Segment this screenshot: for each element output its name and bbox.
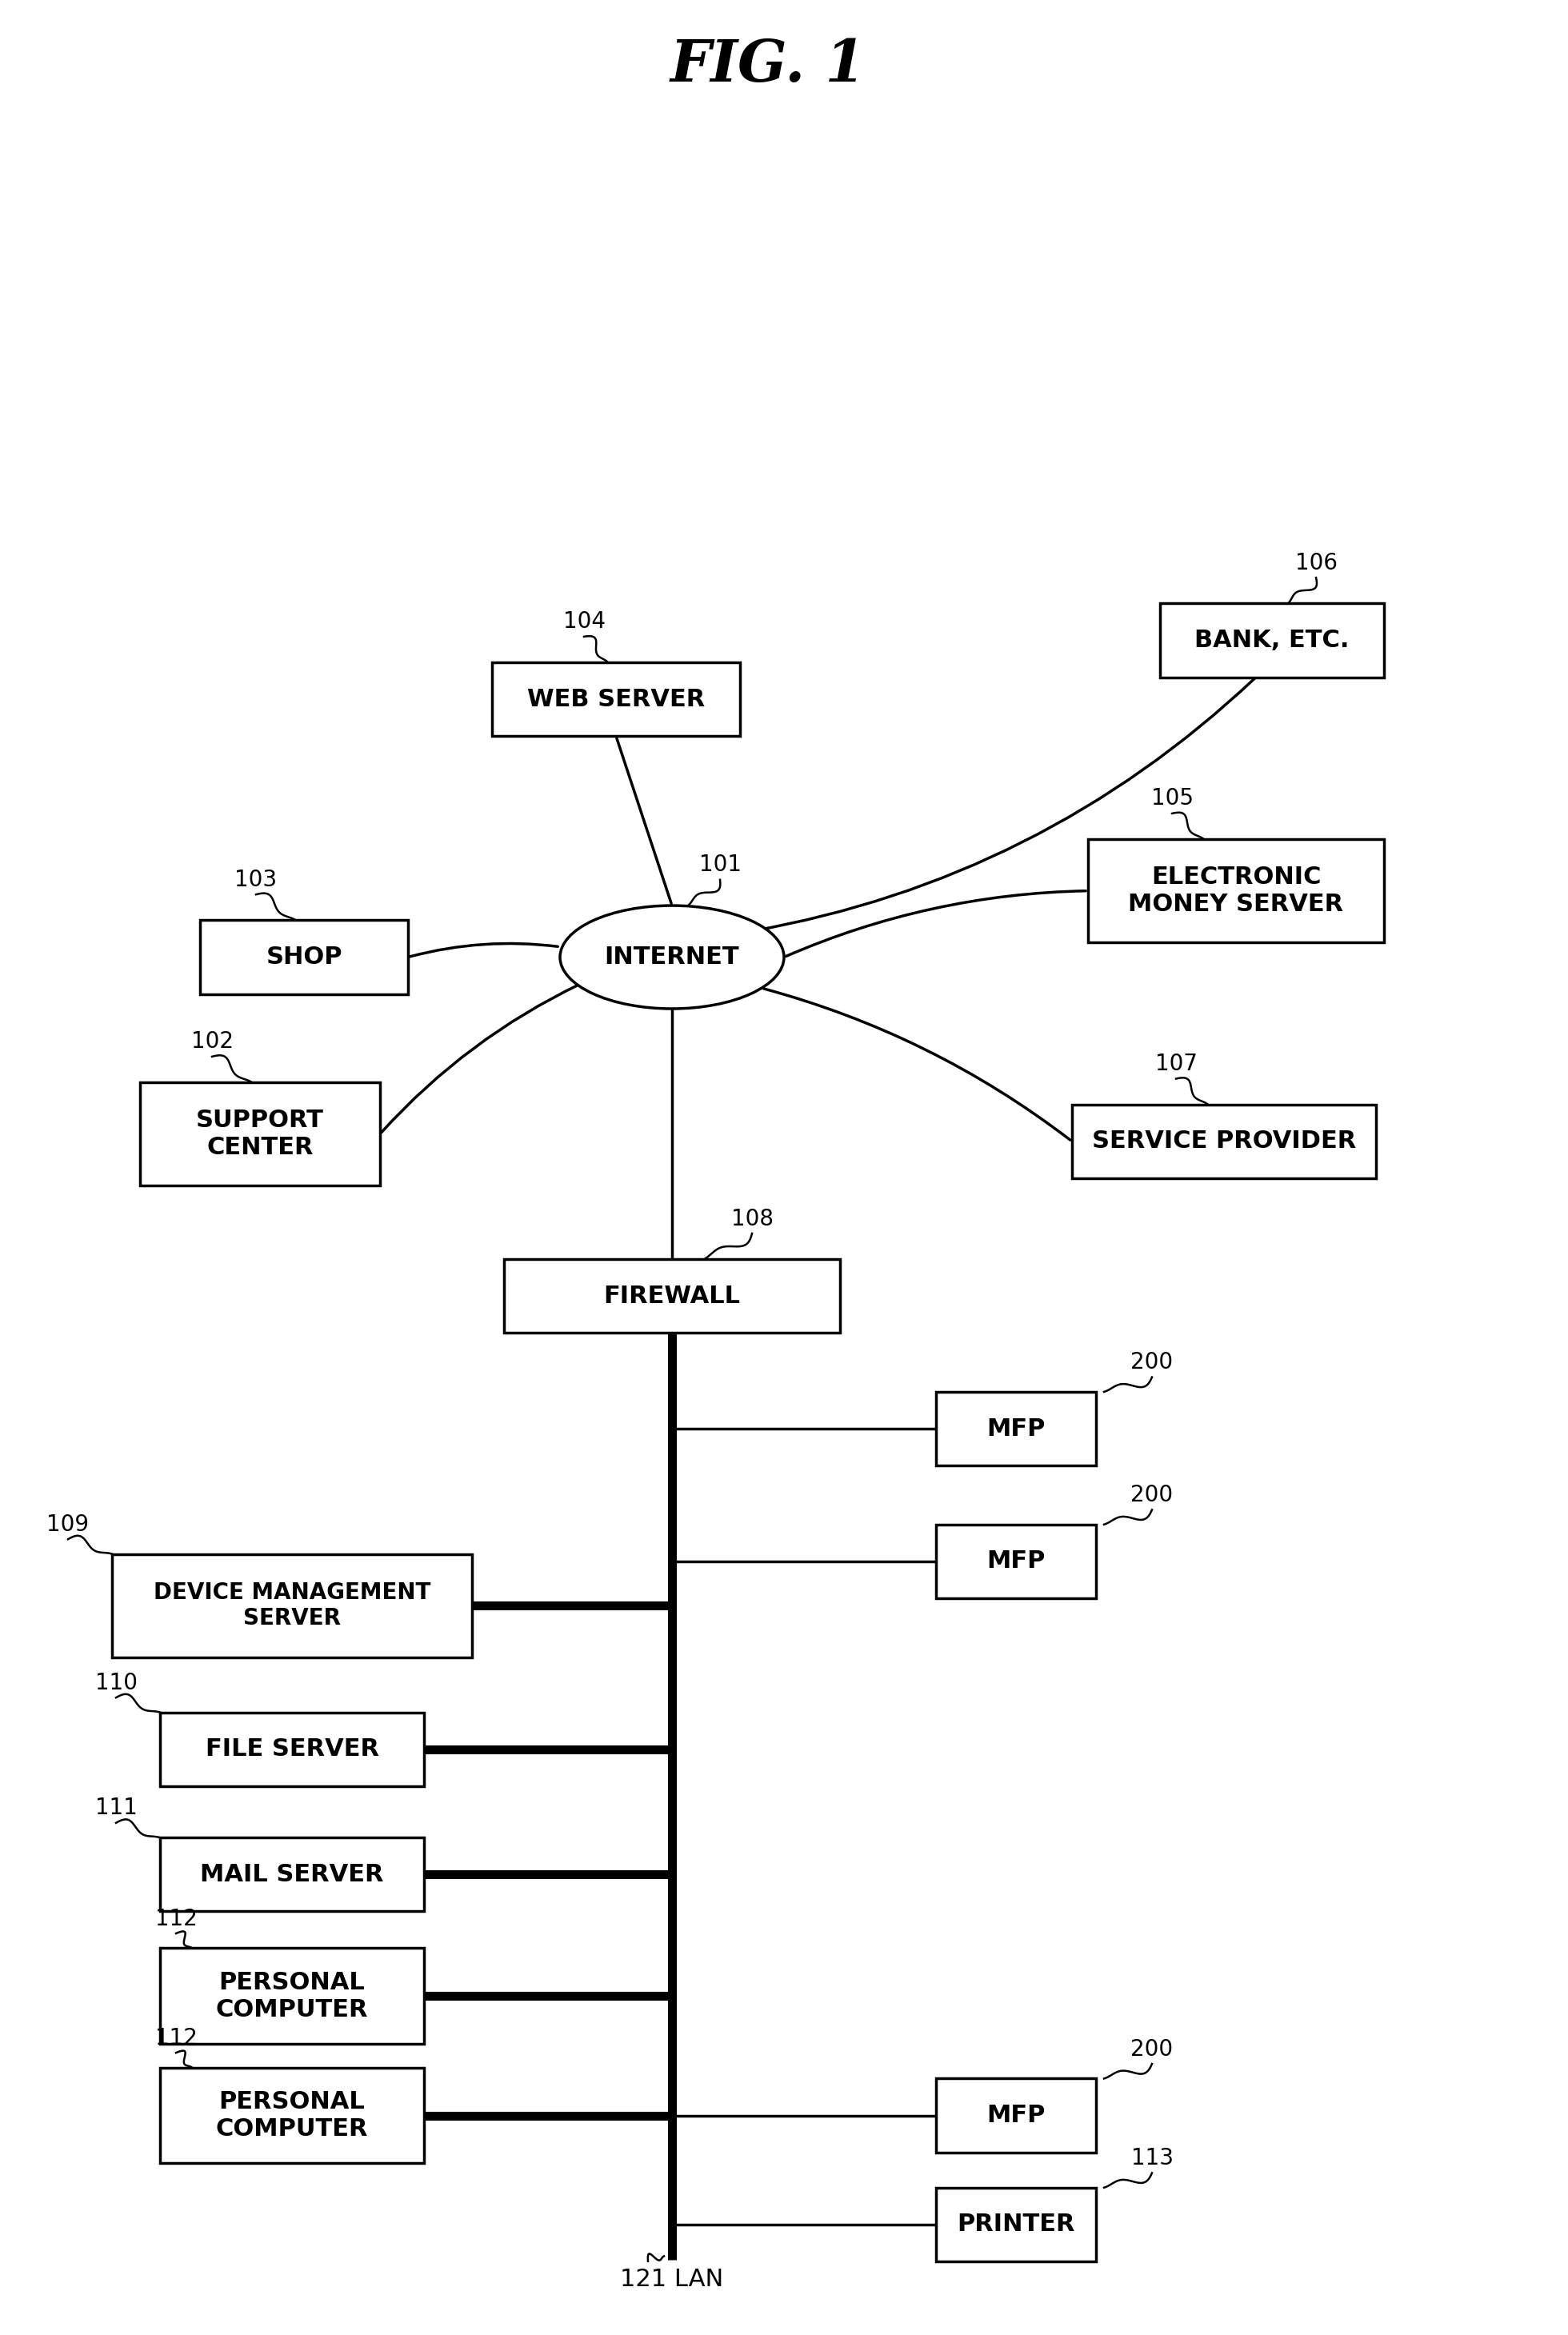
FancyBboxPatch shape [936,1392,1096,1466]
FancyBboxPatch shape [936,2188,1096,2260]
Text: 109: 109 [47,1513,89,1536]
Text: SERVICE PROVIDER: SERVICE PROVIDER [1091,1130,1356,1153]
Text: 108: 108 [731,1207,773,1231]
Text: SUPPORT
CENTER: SUPPORT CENTER [196,1109,325,1158]
Text: INTERNET: INTERNET [605,946,740,969]
Text: PRINTER: PRINTER [956,2214,1076,2237]
Text: 106: 106 [1295,551,1338,574]
FancyBboxPatch shape [140,1083,379,1186]
Text: MAIL SERVER: MAIL SERVER [201,1863,384,1887]
FancyBboxPatch shape [492,663,740,736]
Text: 200: 200 [1131,1352,1173,1373]
Text: 102: 102 [191,1030,234,1053]
Text: ELECTRONIC
MONEY SERVER: ELECTRONIC MONEY SERVER [1129,866,1344,915]
Text: WEB SERVER: WEB SERVER [527,686,706,710]
FancyBboxPatch shape [160,1947,423,2043]
Text: FILE SERVER: FILE SERVER [205,1737,379,1761]
Text: 103: 103 [235,869,278,892]
Text: 104: 104 [563,612,605,633]
FancyBboxPatch shape [1073,1104,1377,1179]
Text: 105: 105 [1151,787,1193,810]
Text: MFP: MFP [986,1417,1046,1441]
FancyBboxPatch shape [1088,838,1385,943]
Text: FIG. 1: FIG. 1 [670,37,866,93]
Text: 121 LAN: 121 LAN [621,2267,724,2291]
Text: 110: 110 [94,1672,138,1695]
Text: FIREWALL: FIREWALL [604,1284,740,1308]
FancyBboxPatch shape [160,1838,423,1912]
Text: 113: 113 [1131,2146,1173,2169]
FancyBboxPatch shape [160,1712,423,1786]
Ellipse shape [560,906,784,1009]
Text: 111: 111 [94,1798,136,1819]
Text: 200: 200 [1131,1483,1173,1506]
Text: 112: 112 [155,1908,198,1931]
Text: PERSONAL
COMPUTER: PERSONAL COMPUTER [216,2090,368,2141]
FancyBboxPatch shape [160,2066,423,2162]
Text: MFP: MFP [986,1550,1046,1574]
FancyBboxPatch shape [201,920,408,995]
Text: 200: 200 [1131,2038,1173,2059]
Text: SHOP: SHOP [267,946,342,969]
FancyBboxPatch shape [503,1259,840,1333]
Text: PERSONAL
COMPUTER: PERSONAL COMPUTER [216,1971,368,2022]
Text: MFP: MFP [986,2104,1046,2127]
FancyBboxPatch shape [1160,602,1385,677]
Text: 112: 112 [155,2027,198,2050]
FancyBboxPatch shape [111,1555,472,1658]
Text: BANK, ETC.: BANK, ETC. [1195,628,1350,651]
FancyBboxPatch shape [936,2078,1096,2153]
Text: DEVICE MANAGEMENT
SERVER: DEVICE MANAGEMENT SERVER [154,1581,431,1630]
FancyBboxPatch shape [936,1525,1096,1597]
Text: 107: 107 [1154,1053,1198,1074]
Text: 101: 101 [699,855,742,876]
